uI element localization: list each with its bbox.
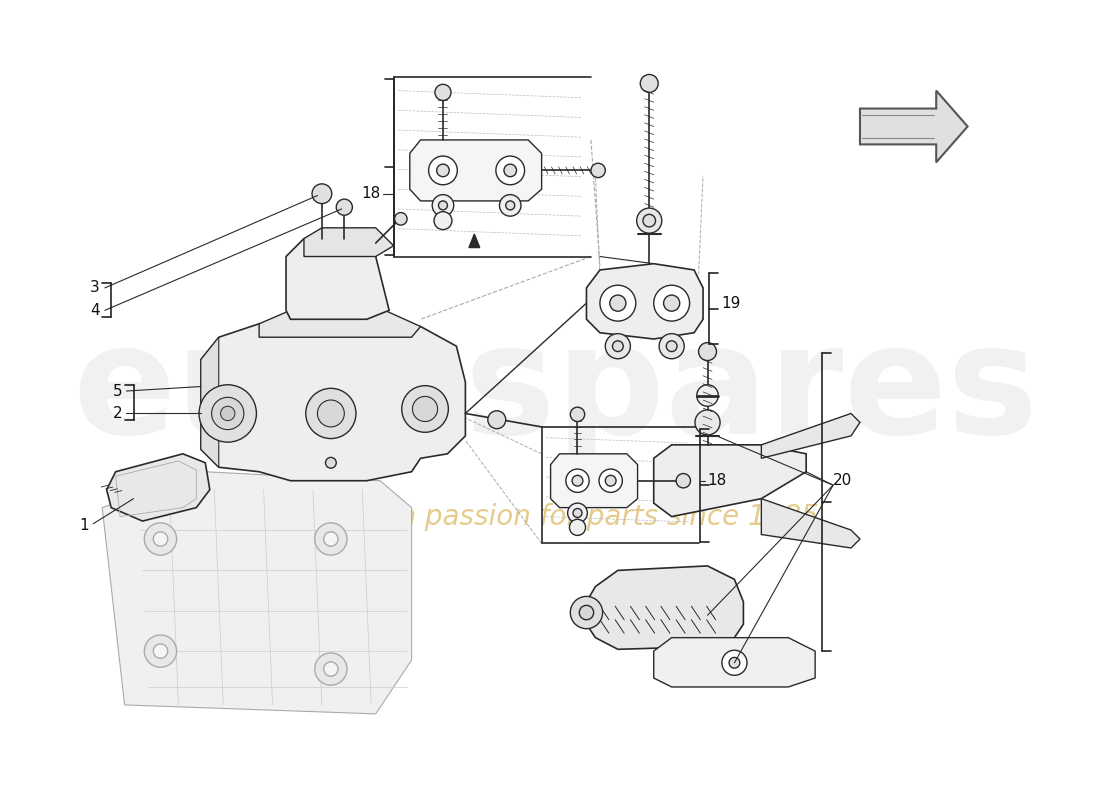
Text: 20: 20 xyxy=(833,474,853,488)
Polygon shape xyxy=(469,234,480,247)
Polygon shape xyxy=(304,228,394,257)
Circle shape xyxy=(434,84,451,101)
Circle shape xyxy=(337,199,352,215)
Circle shape xyxy=(315,653,346,685)
Polygon shape xyxy=(410,140,541,201)
Text: 2: 2 xyxy=(113,406,123,421)
Circle shape xyxy=(580,606,594,620)
Circle shape xyxy=(432,194,453,216)
Polygon shape xyxy=(761,498,860,548)
Circle shape xyxy=(591,163,605,178)
Circle shape xyxy=(570,519,585,535)
Polygon shape xyxy=(653,445,806,517)
Circle shape xyxy=(437,164,449,177)
Circle shape xyxy=(663,295,680,311)
Circle shape xyxy=(613,341,624,351)
Circle shape xyxy=(637,208,662,233)
Polygon shape xyxy=(551,454,638,508)
Circle shape xyxy=(326,458,337,468)
Polygon shape xyxy=(286,238,389,319)
Circle shape xyxy=(667,341,676,351)
Circle shape xyxy=(153,644,167,658)
Circle shape xyxy=(698,342,716,361)
Circle shape xyxy=(318,400,344,427)
Text: a passion for parts since 1985: a passion for parts since 1985 xyxy=(399,502,818,530)
Circle shape xyxy=(153,532,167,546)
Circle shape xyxy=(605,475,616,486)
Polygon shape xyxy=(107,454,210,521)
Circle shape xyxy=(570,407,585,422)
Circle shape xyxy=(395,213,407,225)
Polygon shape xyxy=(860,90,968,162)
Circle shape xyxy=(144,635,177,667)
Circle shape xyxy=(323,532,338,546)
Circle shape xyxy=(600,469,623,492)
Circle shape xyxy=(696,385,718,406)
Circle shape xyxy=(402,386,449,432)
Circle shape xyxy=(659,334,684,358)
Polygon shape xyxy=(102,472,411,714)
Circle shape xyxy=(504,164,517,177)
Circle shape xyxy=(644,214,656,227)
Circle shape xyxy=(315,523,346,555)
Circle shape xyxy=(211,398,244,430)
Circle shape xyxy=(412,397,438,422)
Polygon shape xyxy=(260,310,420,338)
Circle shape xyxy=(429,156,458,185)
Text: 5: 5 xyxy=(113,383,123,398)
Circle shape xyxy=(199,385,256,442)
Circle shape xyxy=(506,201,515,210)
Circle shape xyxy=(729,658,740,668)
Circle shape xyxy=(609,295,626,311)
Polygon shape xyxy=(201,324,465,481)
Circle shape xyxy=(653,286,690,321)
Circle shape xyxy=(573,509,582,518)
Polygon shape xyxy=(201,338,219,467)
Circle shape xyxy=(439,201,448,210)
Circle shape xyxy=(144,523,177,555)
Circle shape xyxy=(499,194,521,216)
Circle shape xyxy=(722,650,747,675)
Circle shape xyxy=(605,334,630,358)
Text: eurospares: eurospares xyxy=(73,317,1038,466)
Circle shape xyxy=(306,388,356,438)
Circle shape xyxy=(434,212,452,230)
Circle shape xyxy=(568,503,587,523)
Circle shape xyxy=(695,410,721,435)
Text: 18: 18 xyxy=(361,186,381,202)
Circle shape xyxy=(600,286,636,321)
Circle shape xyxy=(565,469,590,492)
Polygon shape xyxy=(653,638,815,687)
Text: 18: 18 xyxy=(707,474,727,488)
Text: 3: 3 xyxy=(90,280,99,295)
Text: 19: 19 xyxy=(720,296,740,310)
Circle shape xyxy=(312,184,332,203)
Text: 4: 4 xyxy=(90,303,99,318)
Circle shape xyxy=(487,410,506,429)
Circle shape xyxy=(572,475,583,486)
Circle shape xyxy=(570,597,603,629)
Polygon shape xyxy=(761,414,860,458)
Polygon shape xyxy=(586,264,703,339)
Text: 1: 1 xyxy=(79,518,89,533)
Polygon shape xyxy=(586,566,744,650)
Circle shape xyxy=(496,156,525,185)
Circle shape xyxy=(323,662,338,676)
Circle shape xyxy=(676,474,691,488)
Circle shape xyxy=(221,406,235,421)
Circle shape xyxy=(640,74,658,92)
